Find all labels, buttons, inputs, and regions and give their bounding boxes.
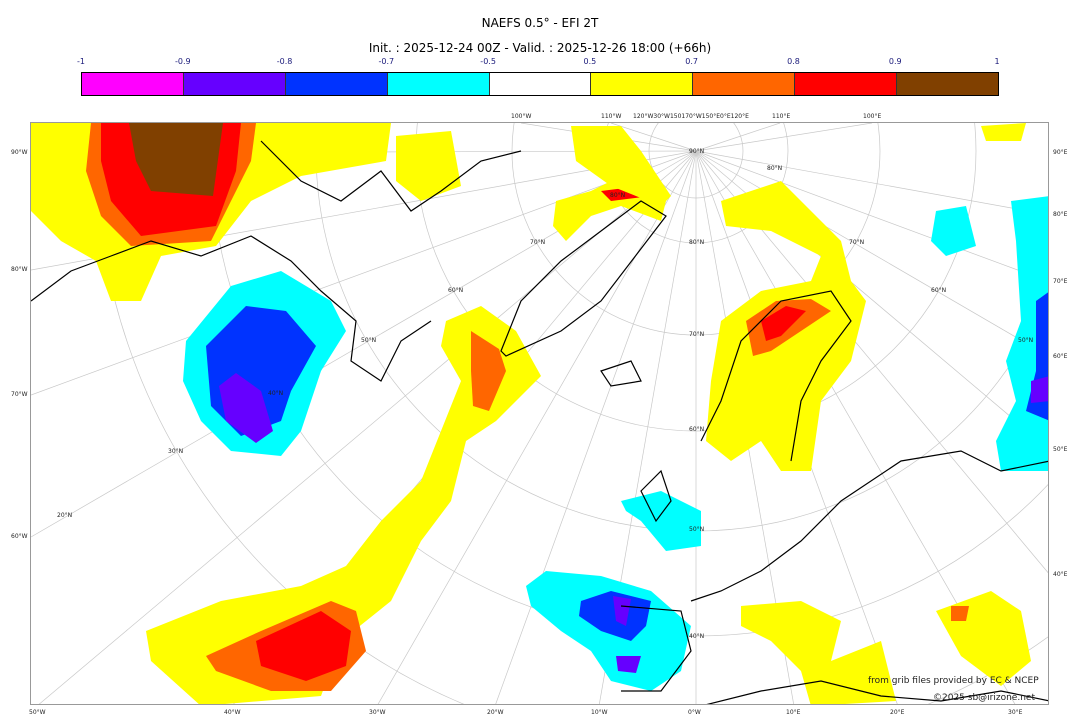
axis-label: 70°N (849, 239, 865, 246)
colorbar-tick-label: -0.9 (174, 57, 191, 66)
axis-label: 120°W30°W150170°W150°E0°E120°E (633, 113, 749, 120)
axis-label: 80°W (11, 266, 28, 273)
axis-label: 70°N (689, 331, 705, 338)
axis-label: 60°N (448, 287, 464, 294)
axis-label: 40°W (224, 709, 241, 716)
axis-label: 30°E (1008, 709, 1023, 716)
colorbar-tick-label: 0.9 (888, 57, 902, 66)
colorbar-tick-label: -0.7 (378, 57, 395, 66)
colorbar-tick-label: -0.5 (480, 57, 496, 66)
axis-label: 60°W (11, 533, 28, 540)
axis-label: 0°W (688, 709, 701, 716)
colorbar-swatch (897, 73, 999, 95)
colorbar-tick-label: -1 (77, 57, 85, 66)
axis-label: 20°N (57, 512, 73, 519)
colorbar-swatch (285, 73, 388, 95)
copyright: ©2025 sb@irizone.net (933, 693, 1035, 703)
colorbar-swatch (795, 73, 898, 95)
colorbar-tick-label: -0.8 (276, 57, 293, 66)
colorbar-tick-label: 0.7 (685, 57, 699, 66)
map-title: NAEFS 0.5° - EFI 2T (481, 16, 599, 30)
axis-label: 30°N (168, 448, 184, 455)
colorbar-swatch (489, 73, 592, 95)
efi-map-svg (31, 123, 1048, 704)
axis-label: 50°N (361, 337, 377, 344)
colorbar-swatch (591, 73, 694, 95)
axis-label: 80°E (1053, 211, 1068, 218)
map-subtitle: Init. : 2025-12-24 00Z - Valid. : 2025-1… (368, 41, 712, 55)
colorbar-swatch (183, 73, 286, 95)
colorbar (81, 72, 999, 96)
axis-label: 20°E (890, 709, 905, 716)
axis-label: 90°E (1053, 149, 1068, 156)
axis-label: 10°E (786, 709, 801, 716)
axis-label: 60°E (1053, 353, 1068, 360)
coastlines (31, 140, 1048, 704)
axis-label: 80°N (689, 239, 705, 246)
axis-label: 80°N (767, 165, 783, 172)
axis-label: 90°N (689, 148, 705, 155)
map-area: 90°W 80°W 70°W 60°W 50°W 40°W 30°W 20°W 10°W 0°W 1… (11, 113, 1067, 716)
axis-label: 20°W (487, 709, 504, 716)
axis-label: 70°E (1053, 278, 1068, 285)
axis-label: 50°N (689, 526, 705, 533)
axis-label: 90°W (11, 149, 28, 156)
axis-label: 110°E (772, 113, 791, 120)
axis-label: 40°E (1053, 571, 1068, 578)
axis-label: 110°W (601, 113, 622, 120)
axis-label: 10°W (591, 709, 608, 716)
efi-fields (31, 123, 1048, 704)
axis-label: 100°E (863, 113, 882, 120)
axis-label: 100°W (511, 113, 532, 120)
colorbar-swatch (82, 73, 184, 95)
colorbar-tick-label: 1 (994, 57, 1000, 66)
axis-label: 80°N (610, 192, 626, 199)
axis-label: 50°N (1018, 337, 1034, 344)
axis-label: 60°N (931, 287, 947, 294)
colorbar-tick-label: 0.5 (583, 57, 597, 66)
axis-label: 40°N (689, 633, 705, 640)
axis-label: 50°W (29, 709, 46, 716)
colorbar-swatch (387, 73, 490, 95)
colorbar-swatch (693, 73, 796, 95)
axis-label: 70°W (11, 391, 28, 398)
axis-label: 70°N (530, 239, 546, 246)
source-credit: from grib files provided by EC & NCEP (868, 676, 1039, 686)
axis-label: 30°W (369, 709, 386, 716)
axis-label: 60°N (689, 426, 705, 433)
colorbar-tick-label: 0.8 (787, 57, 800, 66)
axis-label: 50°E (1053, 446, 1068, 453)
axis-label: 40°N (268, 390, 284, 397)
